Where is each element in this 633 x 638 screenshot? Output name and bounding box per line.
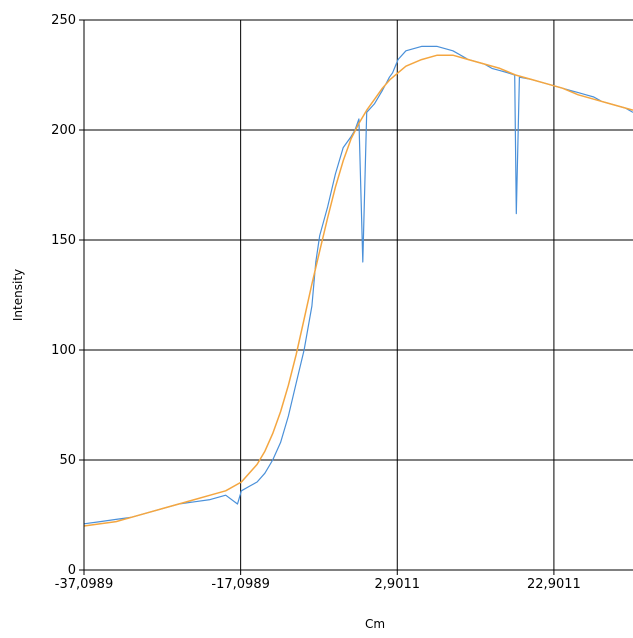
x-tick-label: -17,0989: [211, 577, 269, 592]
measured-data-line: [83, 45, 633, 525]
axes: [79, 19, 633, 575]
x-axis-title: Cm: [365, 617, 385, 631]
y-tick-label: 150: [51, 233, 76, 248]
x-tick-label: -37,0989: [55, 577, 113, 592]
x-tick-label: 22,9011: [527, 577, 581, 592]
grid: [83, 19, 633, 571]
fit-curve-line: [83, 54, 633, 527]
series-layer: [83, 45, 633, 527]
tick-labels: -37,0989 -17,0989 2,9011 22,9011 0 50 100 150 20…: [51, 13, 581, 592]
y-tick-label: 0: [68, 563, 76, 578]
y-tick-label: 100: [51, 343, 76, 358]
y-tick-label: 200: [51, 123, 76, 138]
y-tick-label: 50: [59, 453, 76, 468]
y-tick-label: 250: [51, 13, 76, 28]
y-axis-title: Intensity: [11, 269, 25, 321]
x-tick-label: 2,9011: [375, 577, 421, 592]
